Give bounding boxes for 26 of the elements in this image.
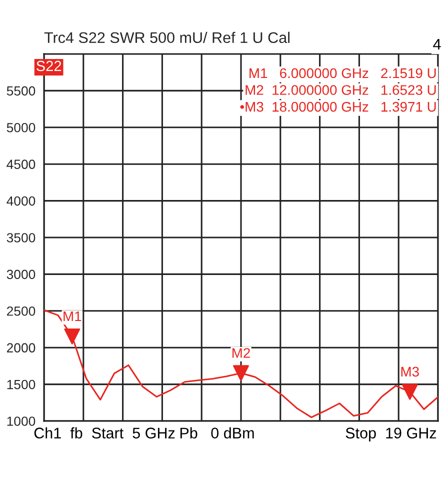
annotation: S22 bbox=[36, 60, 62, 72]
chart-title: Trc4 S22 SWR 500 mU/ Ref 1 U Cal bbox=[44, 32, 290, 44]
point bbox=[402, 384, 418, 400]
annotation: •M3 18.000000 GHz 1.3971 U bbox=[240, 102, 436, 112]
line-series bbox=[44, 309, 438, 418]
point bbox=[64, 328, 80, 344]
y-tick-label: 1500 bbox=[7, 380, 36, 390]
y-tick-label: 4000 bbox=[6, 196, 36, 206]
annotation: M3 bbox=[401, 366, 419, 377]
point bbox=[233, 365, 249, 382]
text: Ch1 fb Start 5 GHz bbox=[34, 427, 175, 438]
annotation: M2 bbox=[232, 348, 250, 358]
text: 4 bbox=[433, 39, 441, 50]
y-tick-label: 1000 bbox=[7, 416, 36, 426]
y-tick-label: 2500 bbox=[6, 306, 36, 316]
y-tick-label: 2000 bbox=[6, 343, 36, 353]
annotation: M2 12.000000 GHz 1.6523 U bbox=[246, 85, 436, 95]
y-tick-label: 5500 bbox=[6, 86, 36, 96]
annotation: M1 6.000000 GHz 2.1519 U bbox=[250, 68, 436, 78]
y-tick-label: 5000 bbox=[6, 122, 36, 132]
annotation: M1 bbox=[64, 312, 82, 322]
text: Pb 0 dBm bbox=[180, 427, 254, 438]
y-tick-label: 4500 bbox=[6, 160, 36, 170]
y-tick-label: 3000 bbox=[6, 270, 36, 280]
text: Stop 19 GHz bbox=[346, 428, 436, 442]
y-tick-label: 3500 bbox=[6, 233, 36, 242]
